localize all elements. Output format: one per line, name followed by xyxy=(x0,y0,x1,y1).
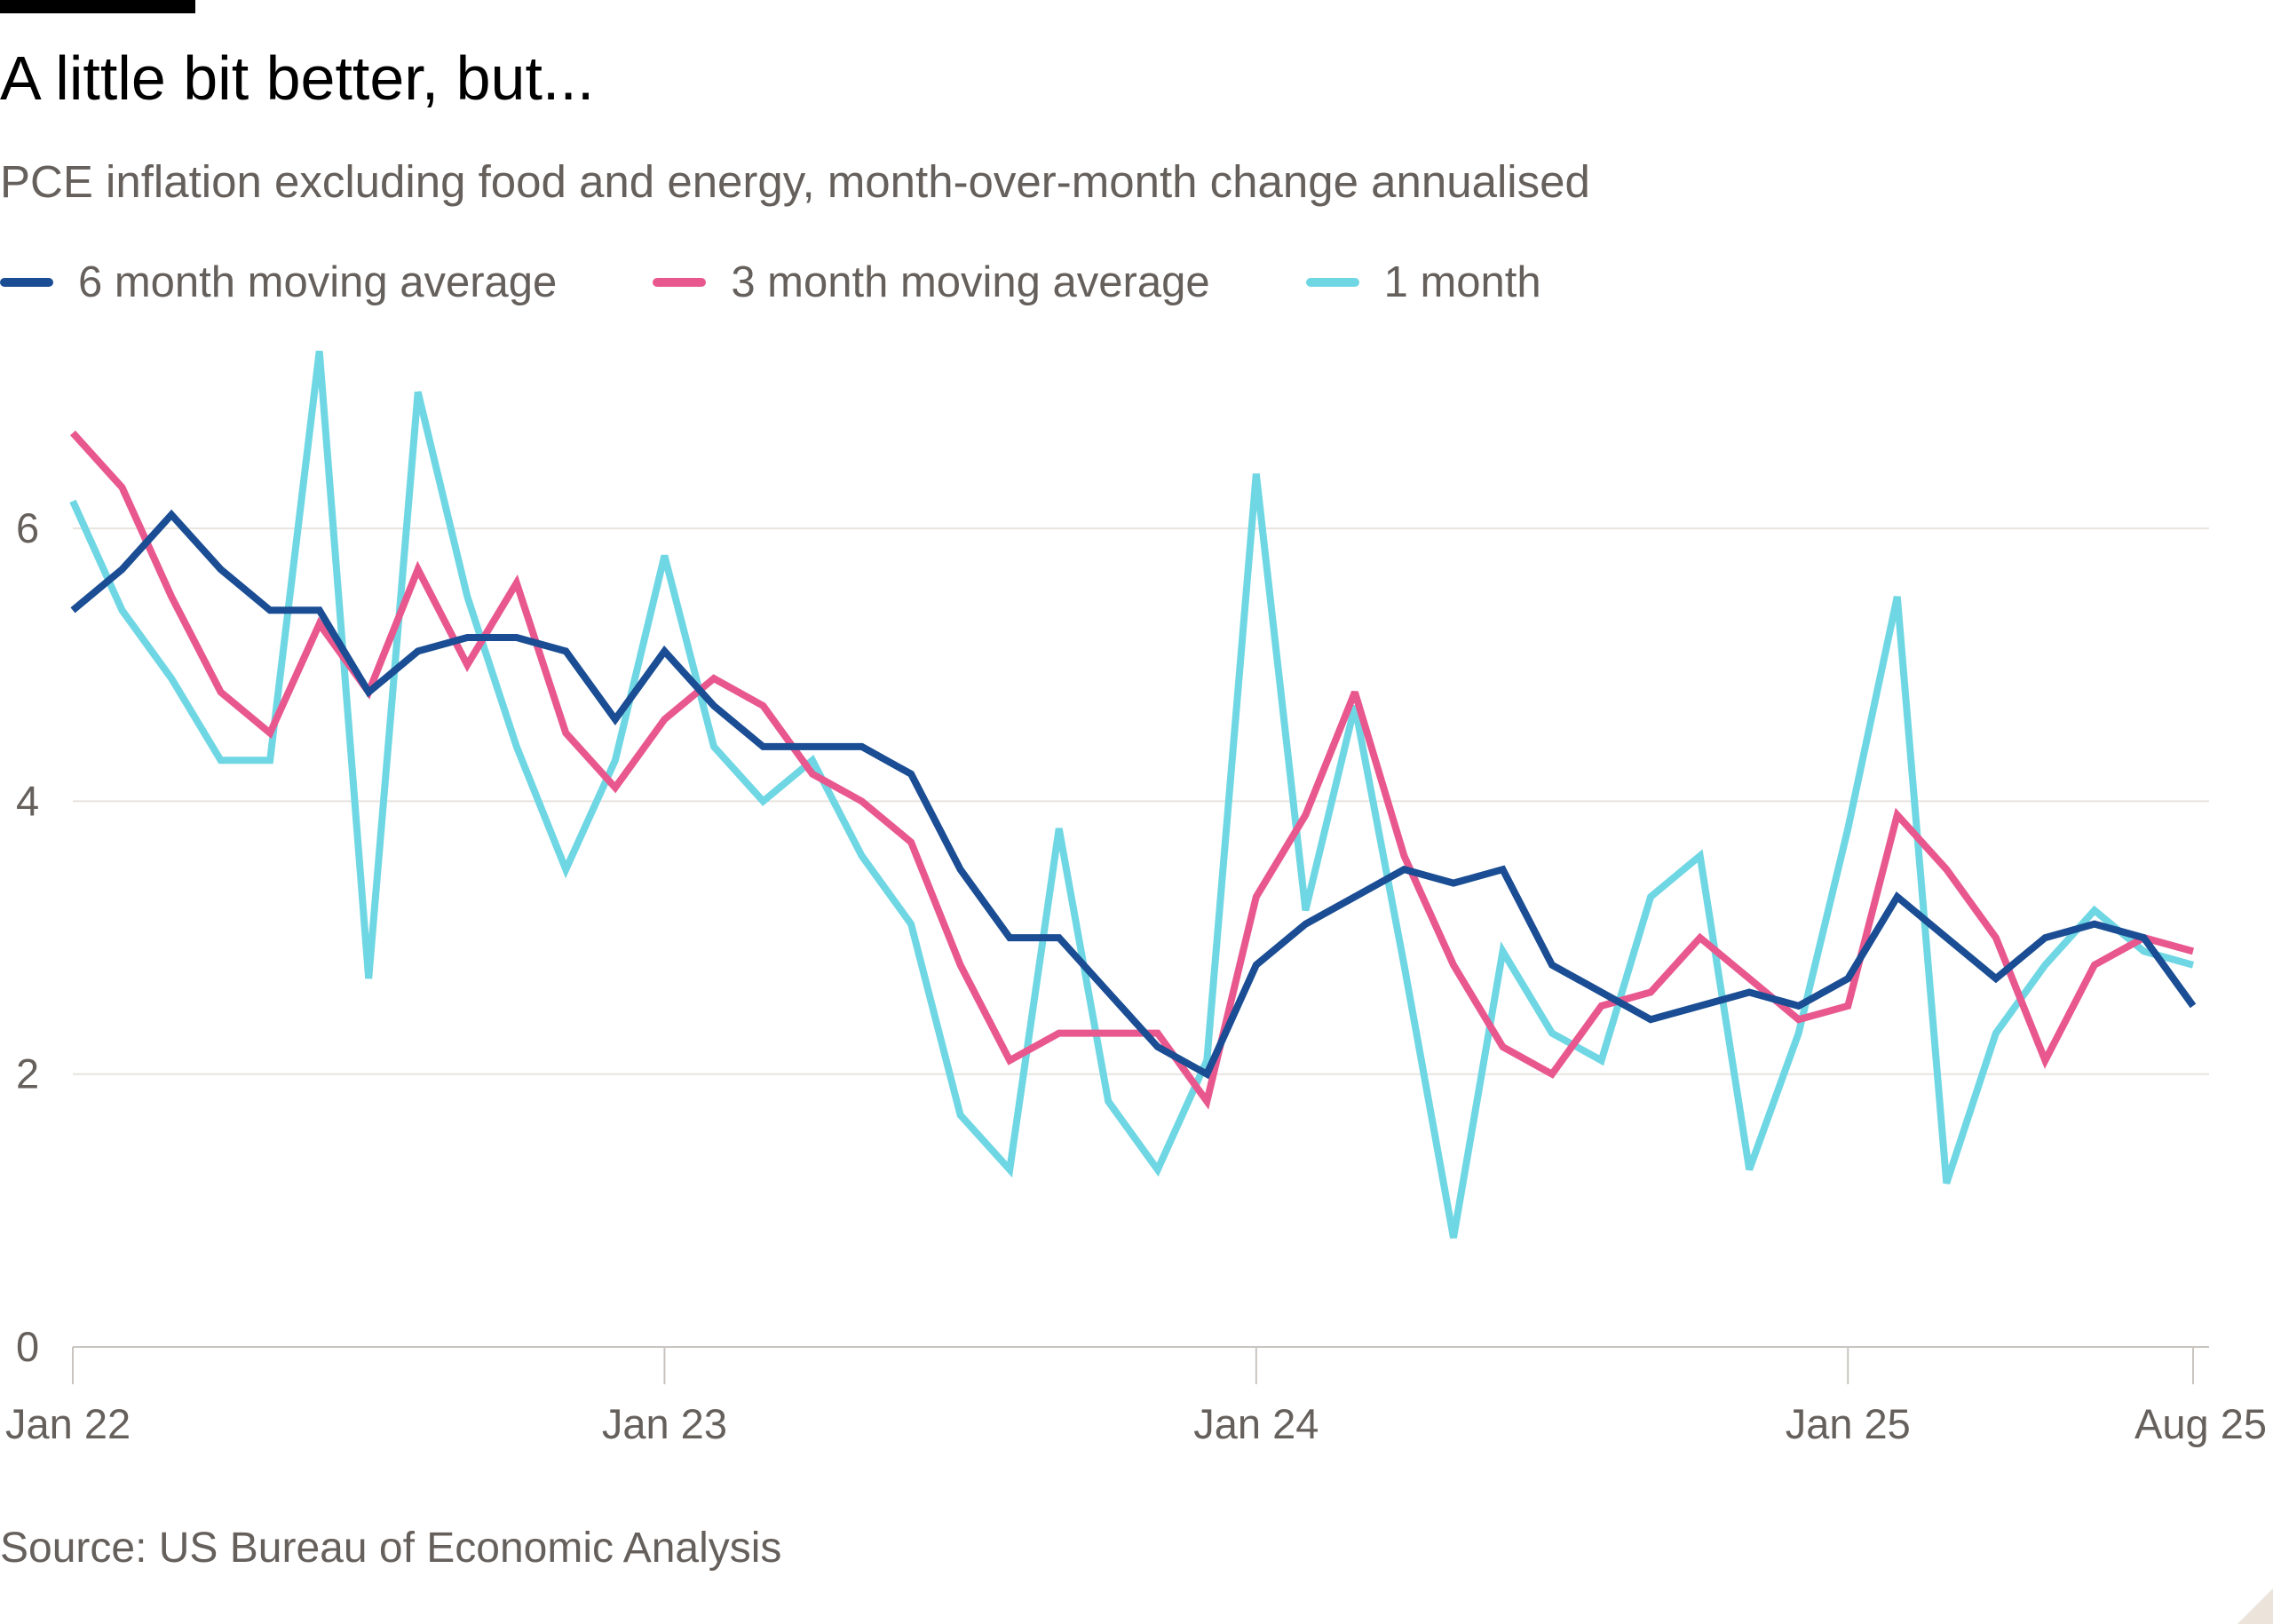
legend-label-3-month: 3 month moving average xyxy=(731,258,1210,306)
line-chart: 0 2 4 6 Jan 22 Jan 23 Jan 24 Jan 25 Aug 25 xyxy=(5,350,2267,1447)
source-note: Source: US Bureau of Economic Analysis xyxy=(0,1525,782,1572)
legend-swatch-6-month xyxy=(0,278,53,287)
legend-item-6-month: 6 month moving average xyxy=(0,257,557,307)
x-tick-label: Jan 22 xyxy=(5,1400,131,1447)
chart-subtitle: PCE inflation excluding food and energy,… xyxy=(0,156,1590,207)
axis-labels: 0 2 4 6 Jan 22 Jan 23 Jan 24 Jan 25 Aug 25 xyxy=(5,504,2267,1447)
legend-label-1-month: 1 month xyxy=(1383,258,1541,306)
legend-item-1-month: 1 month xyxy=(1305,257,1541,307)
y-tick-label: 2 xyxy=(16,1050,39,1097)
legend-swatch-1-month xyxy=(1305,278,1359,287)
series-line-3-month xyxy=(70,430,2195,1110)
x-tick-label: Jan 23 xyxy=(602,1400,727,1447)
x-tick-label: Aug 25 xyxy=(2134,1400,2267,1447)
series-lines xyxy=(69,350,2197,1239)
x-tick-label: Jan 25 xyxy=(1786,1400,1911,1447)
legend-item-3-month: 3 month moving average xyxy=(653,257,1210,307)
top-accent-bar xyxy=(0,0,195,13)
legend-label-6-month: 6 month moving average xyxy=(78,258,558,306)
corner-mark xyxy=(2237,1588,2273,1624)
x-axis xyxy=(72,1346,2209,1384)
gridlines xyxy=(73,527,2209,1075)
series-line-6-month xyxy=(70,509,2197,1080)
series-line-1-month xyxy=(69,350,2195,1239)
x-tick-label: Jan 24 xyxy=(1193,1400,1319,1447)
y-tick-label: 4 xyxy=(16,777,39,824)
y-tick-label: 6 xyxy=(16,504,39,551)
y-tick-label: 0 xyxy=(16,1323,39,1370)
chart-title: A little bit better, but... xyxy=(0,44,595,113)
legend-swatch-3-month xyxy=(653,278,707,287)
legend: 6 month moving average 3 month moving av… xyxy=(0,253,1637,312)
